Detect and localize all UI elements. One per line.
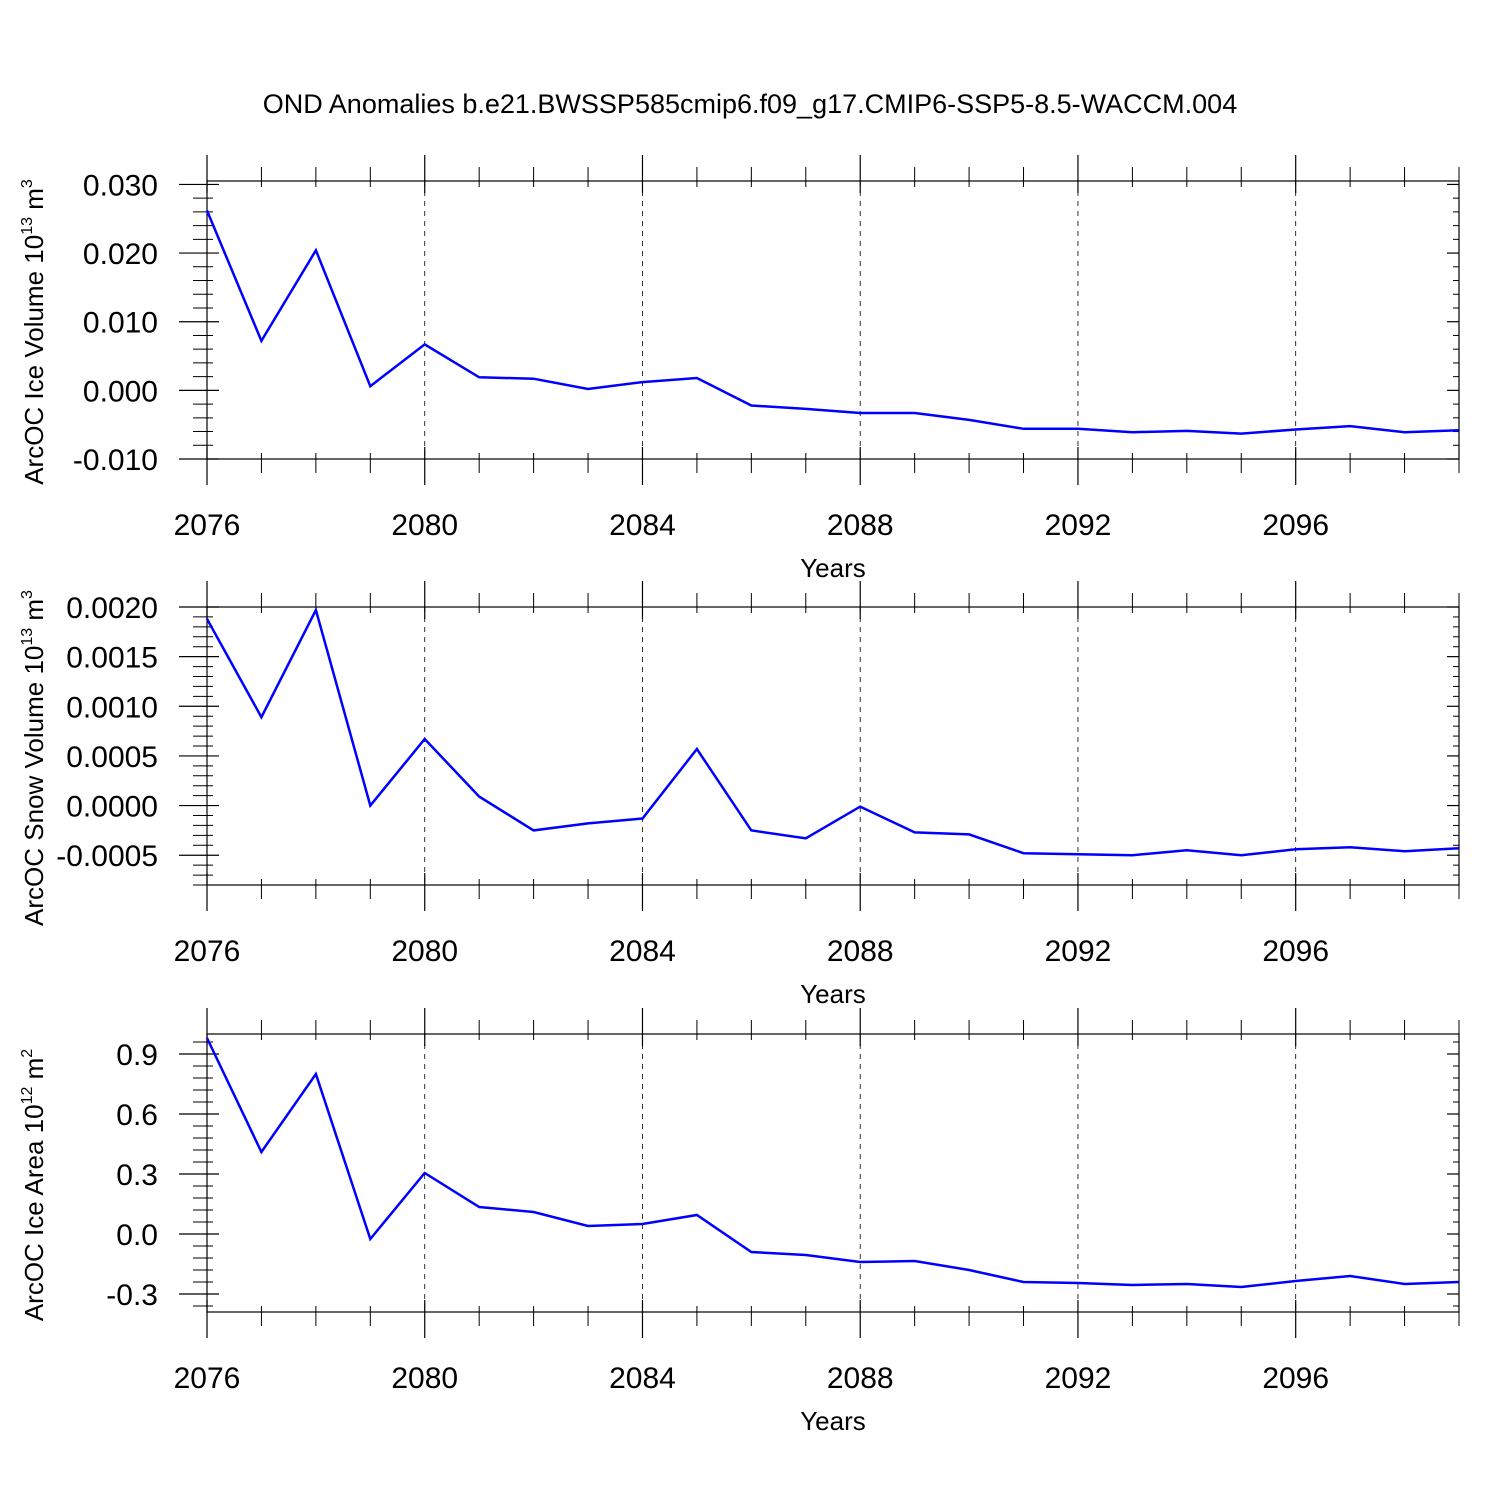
panels: 2076 2080 2084 2088 2092 2096 -0.010 0.000 0.010… [19, 155, 1460, 1436]
y-axis-label-text: m [19, 599, 49, 628]
x-tick-label: 2080 [391, 935, 458, 968]
x-tick-label: 2076 [174, 935, 241, 968]
y-axis-label-text: m [19, 188, 49, 217]
x-tick-label: 2092 [1045, 1362, 1112, 1395]
y-tick-label: 0.9 [116, 1039, 158, 1072]
y-axis-label-superscript: 13 [19, 217, 36, 235]
x-tick-label: 2096 [1262, 1362, 1329, 1395]
x-axis-label: Years [800, 979, 866, 1009]
y-tick-label: 0.010 [83, 307, 158, 340]
series-line [205, 210, 1460, 435]
x-tick-label: 2084 [609, 1362, 676, 1395]
figure-title: OND Anomalies b.e21.BWSSP585cmip6.f09_g1… [263, 89, 1237, 119]
y-axis-label-superscript: 2 [19, 1049, 36, 1058]
y-tick-label: 0.030 [83, 169, 158, 202]
y-tick-label: 0.0000 [66, 791, 158, 824]
x-tick-label: 2092 [1045, 509, 1112, 542]
x-tick-label: 2096 [1262, 509, 1329, 542]
y-tick-label: 0.3 [116, 1159, 158, 1192]
y-axis-label-text: ArcOC Ice Area 10 [19, 1104, 49, 1321]
y-tick-label: -0.0005 [56, 840, 158, 873]
y-tick-label: 0.0015 [66, 642, 158, 675]
x-tick-label: 2096 [1262, 935, 1329, 968]
series-line [205, 1037, 1460, 1289]
x-axis-label: Years [800, 1406, 866, 1436]
x-axis-label: Years [800, 553, 866, 583]
y-axis-label: ArcOC Snow Volume 1013 m3 [19, 590, 49, 926]
y-axis-label-superscript: 12 [19, 1087, 36, 1105]
y-axis-label-superscript: 3 [19, 179, 36, 188]
y-tick-label: -0.010 [73, 444, 158, 477]
x-tick-label: 2076 [174, 1362, 241, 1395]
y-tick-label: 0.0020 [66, 592, 158, 625]
y-tick-label: 0.020 [83, 238, 158, 271]
x-tick-label: 2084 [609, 935, 676, 968]
x-tick-label: 2088 [827, 1362, 894, 1395]
x-tick-label: 2092 [1045, 935, 1112, 968]
x-tick-label: 2076 [174, 509, 241, 542]
x-tick-label: 2088 [827, 509, 894, 542]
x-tick-label: 2080 [391, 1362, 458, 1395]
y-axis-label-superscript: 13 [19, 628, 36, 646]
y-axis-label-text: m [19, 1058, 49, 1087]
x-tick-label: 2080 [391, 509, 458, 542]
y-axis-label-text: ArcOC Ice Volume 10 [19, 235, 49, 485]
y-tick-label: 0.6 [116, 1099, 158, 1132]
y-tick-label: 0.0 [116, 1219, 158, 1252]
series-line [205, 606, 1460, 857]
y-tick-label: -0.3 [106, 1279, 158, 1312]
y-axis-label-superscript: 3 [19, 590, 36, 599]
panel-1: 2076 2080 2084 2088 2092 2096 -0.010 0.000 0.010… [19, 155, 1460, 583]
y-tick-label: 0.000 [83, 375, 158, 408]
y-axis-label: ArcOC Ice Area 1012 m2 [19, 1049, 49, 1321]
plot-frame [206, 180, 1460, 460]
plot-frame [206, 1033, 1460, 1313]
x-tick-label: 2088 [827, 935, 894, 968]
y-tick-label: 0.0005 [66, 741, 158, 774]
y-axis-label: ArcOC Ice Volume 1013 m3 [19, 179, 49, 485]
y-tick-label: 0.0010 [66, 691, 158, 724]
y-axis-label-text: ArcOC Snow Volume 10 [19, 646, 49, 926]
panel-2: 2076 2080 2084 2088 2092 2096 -0.0005 0.0000 0.0… [19, 581, 1460, 1009]
x-tick-label: 2084 [609, 509, 676, 542]
panel-3: 2076 2080 2084 2088 2092 2096 -0.3 0.0 0.3 0.6 0.9… [19, 1008, 1460, 1436]
